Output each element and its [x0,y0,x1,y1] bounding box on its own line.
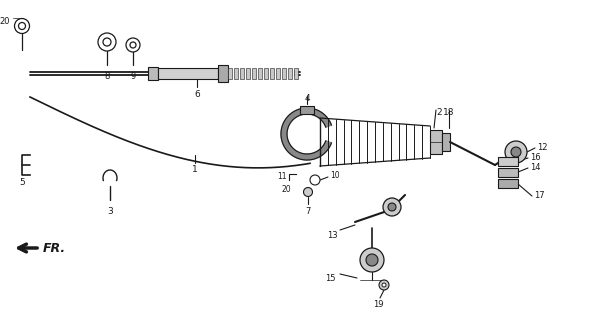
Bar [276,68,280,79]
Bar [158,68,218,79]
Text: 20: 20 [282,185,292,194]
Bar [246,68,250,79]
Text: 5: 5 [19,178,25,187]
Bar [430,130,442,154]
Text: 8: 8 [104,72,109,81]
Text: 10: 10 [330,172,340,180]
Bar [294,68,298,79]
Circle shape [511,147,521,157]
Text: 14: 14 [530,164,540,172]
Text: 7: 7 [305,207,311,216]
Polygon shape [281,108,331,160]
Bar [442,133,450,151]
Circle shape [360,248,384,272]
Circle shape [382,283,386,287]
Bar [258,68,262,79]
Circle shape [126,38,140,52]
Text: 2: 2 [436,108,441,117]
Bar [498,157,518,166]
Bar [234,68,238,79]
Text: 3: 3 [107,207,113,216]
Circle shape [388,203,396,211]
Circle shape [366,254,378,266]
Bar [264,68,268,79]
Bar [240,68,244,79]
Text: 20: 20 [0,17,10,26]
Circle shape [303,188,312,196]
Text: 12: 12 [537,143,547,153]
Text: 11: 11 [277,172,287,181]
Bar [288,68,292,79]
Bar [252,68,256,79]
Bar [218,65,228,82]
Circle shape [310,175,320,185]
Circle shape [130,42,136,48]
Text: 4: 4 [304,94,310,103]
Text: 13: 13 [327,231,338,240]
Bar [282,68,286,79]
Text: 16: 16 [530,154,541,163]
Circle shape [14,19,30,34]
Bar [270,68,274,79]
Bar [300,106,314,114]
Circle shape [505,141,527,163]
Circle shape [18,22,26,29]
Circle shape [379,280,389,290]
Bar [228,68,232,79]
Text: 15: 15 [325,274,336,283]
Bar [498,179,518,188]
Text: 17: 17 [534,191,544,201]
Bar [148,67,158,80]
Text: FR.: FR. [43,242,66,254]
Circle shape [103,38,111,46]
Text: 9: 9 [130,72,136,81]
Text: 18: 18 [443,108,455,117]
Circle shape [98,33,116,51]
Circle shape [383,198,401,216]
Bar [498,168,518,177]
Text: 1: 1 [192,165,198,174]
Text: 19: 19 [372,300,383,309]
Text: 6: 6 [194,90,200,99]
